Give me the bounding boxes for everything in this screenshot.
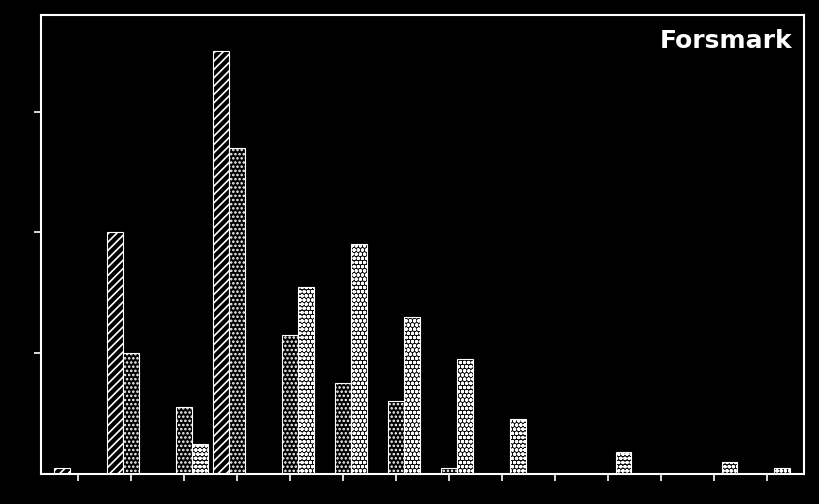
Bar (282, 335, 297, 474)
Bar (615, 452, 631, 474)
Bar (441, 468, 456, 474)
Bar (721, 462, 736, 474)
Bar (123, 353, 138, 474)
Bar (351, 244, 366, 474)
Bar (297, 287, 314, 474)
Bar (509, 419, 525, 474)
Bar (54, 468, 70, 474)
Bar (456, 359, 472, 474)
Bar (229, 148, 245, 474)
Bar (773, 468, 790, 474)
Bar (334, 383, 351, 474)
Bar (176, 407, 192, 474)
Bar (403, 317, 419, 474)
Bar (192, 444, 207, 474)
Bar (213, 51, 229, 474)
Bar (387, 401, 403, 474)
Bar (107, 232, 123, 474)
Text: Forsmark: Forsmark (658, 29, 791, 53)
